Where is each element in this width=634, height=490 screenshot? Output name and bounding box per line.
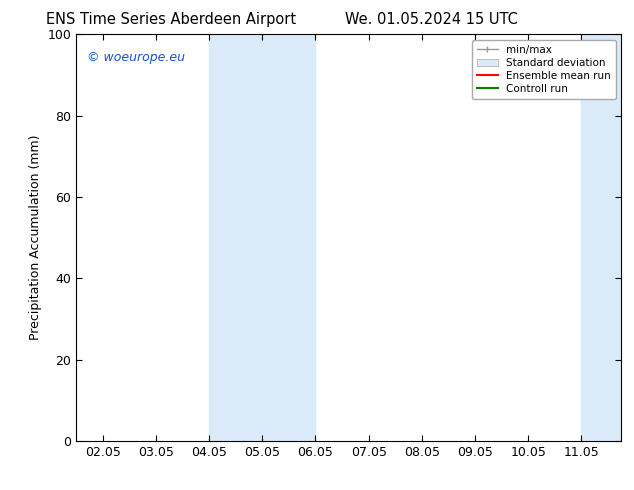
- Text: © woeurope.eu: © woeurope.eu: [87, 50, 185, 64]
- Bar: [262, 34, 316, 441]
- Bar: [209, 34, 262, 441]
- Text: ENS Time Series Aberdeen Airport: ENS Time Series Aberdeen Airport: [46, 12, 296, 27]
- Bar: [581, 34, 608, 441]
- Bar: [608, 34, 621, 441]
- Text: We. 01.05.2024 15 UTC: We. 01.05.2024 15 UTC: [345, 12, 517, 27]
- Y-axis label: Precipitation Accumulation (mm): Precipitation Accumulation (mm): [29, 135, 42, 341]
- Legend: min/max, Standard deviation, Ensemble mean run, Controll run: min/max, Standard deviation, Ensemble me…: [472, 40, 616, 99]
